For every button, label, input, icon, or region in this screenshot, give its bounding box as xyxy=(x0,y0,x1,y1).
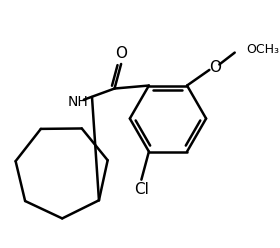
Text: Cl: Cl xyxy=(134,182,149,197)
Text: O: O xyxy=(209,60,221,75)
Text: NH: NH xyxy=(68,94,89,109)
Text: O: O xyxy=(115,46,127,62)
Text: OCH₃: OCH₃ xyxy=(246,43,279,56)
